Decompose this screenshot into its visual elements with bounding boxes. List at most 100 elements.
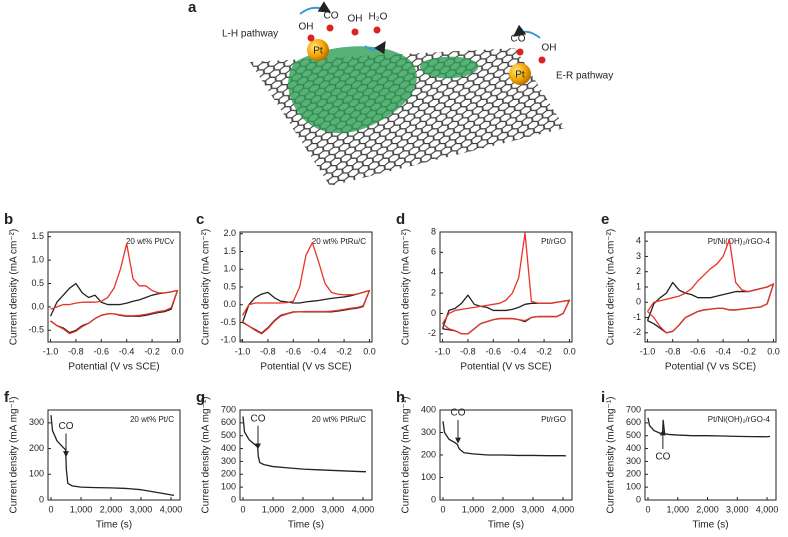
panel-label: i: [601, 389, 605, 406]
y-axis-label: Current density (mA cm⁻²): [9, 229, 20, 345]
x-tick-label: 4,000: [756, 504, 779, 514]
x-tick-label: -0.8: [260, 346, 276, 356]
y-tick-label: 100: [29, 469, 44, 479]
x-tick-label: 2,000: [100, 504, 123, 514]
series-line: [647, 417, 771, 438]
x-axis-label: Potential (V vs SCE): [665, 362, 756, 373]
y-tick-label: 300: [421, 427, 436, 437]
series-line: [242, 416, 366, 473]
y-tick-label: 2.0: [223, 228, 236, 238]
y-tick-label: -2: [428, 328, 436, 338]
y-tick-label: 1: [636, 281, 641, 291]
y-tick-label: 400: [421, 404, 436, 414]
y-tick-label: 400: [626, 443, 641, 453]
y-tick-label: 300: [29, 417, 44, 427]
y-tick-label: 2: [636, 266, 641, 276]
x-tick-label: -0.4: [511, 346, 527, 356]
pt-particle: [509, 63, 531, 85]
plot-frame: [644, 409, 777, 501]
y-tick-label: 2: [431, 287, 436, 297]
y-tick-label: 4: [431, 267, 436, 277]
x-tick-label: 4,000: [552, 504, 575, 514]
pt-label: Pt: [313, 46, 323, 57]
y-tick-label: 300: [221, 456, 236, 466]
x-tick-label: 1,000: [462, 504, 485, 514]
y-tick-label: 200: [626, 469, 641, 479]
y-tick-label: 400: [221, 443, 236, 453]
inset-label: Pt/rGO: [541, 237, 566, 246]
y-tick-label: 0.5: [31, 278, 44, 288]
pathway-label: L-H pathway: [222, 29, 278, 40]
ni-oh-region: [288, 46, 417, 134]
flow-arrow: [299, 1, 332, 15]
molecule-label: CO: [511, 34, 526, 45]
y-axis-label: Current density (mA cm⁻²): [606, 229, 617, 345]
y-tick-label: 100: [221, 482, 236, 492]
plot-frame: [239, 409, 373, 501]
x-tick-label: -0.8: [460, 346, 476, 356]
y-tick-label: 0.0: [223, 299, 236, 309]
y-tick-label: 0.5: [223, 281, 236, 291]
plot-frame: [644, 231, 777, 343]
x-tick-label: -0.2: [336, 346, 352, 356]
y-tick-label: 600: [221, 417, 236, 427]
x-tick-label: 4,000: [160, 504, 183, 514]
y-tick-label: 100: [421, 472, 436, 482]
x-tick-label: 0: [48, 504, 53, 514]
panel-label: f: [4, 389, 10, 406]
panel-label: h: [396, 389, 405, 406]
molecule-label: CO: [324, 11, 339, 22]
series-line: [241, 242, 371, 335]
x-axis-label: Potential (V vs SCE): [260, 362, 351, 373]
molecule-label: OH: [348, 14, 363, 25]
x-tick-label: 2,000: [492, 504, 515, 514]
x-tick-label: 1,000: [262, 504, 285, 514]
x-tick-label: -1.0: [235, 346, 251, 356]
y-tick-label: 6: [431, 247, 436, 257]
y-axis-label: Current density (mA mg⁻¹): [606, 397, 617, 514]
inset-label: Pt/Ni(OH)₂/rGO-4: [708, 237, 771, 246]
y-tick-label: 200: [221, 469, 236, 479]
molecule-label: OH: [299, 22, 314, 33]
y-tick-label: 0: [636, 297, 641, 307]
x-tick-label: -0.6: [690, 346, 706, 356]
annotation-text: CO: [451, 408, 466, 419]
series-line: [50, 415, 175, 497]
y-tick-label: 300: [626, 456, 641, 466]
x-tick-label: -0.6: [94, 346, 110, 356]
y-tick-label: 100: [626, 482, 641, 492]
inset-label: Pt/Ni(OH)₂/rGO-4: [708, 415, 771, 424]
panel-label: d: [396, 211, 405, 228]
y-tick-label: 1.0: [31, 254, 44, 264]
panel-label: a: [188, 0, 197, 16]
x-tick-label: 2,000: [696, 504, 719, 514]
x-tick-label: -1.0: [43, 346, 59, 356]
inset-label: Pt/rGO: [541, 415, 566, 424]
inset-label: 20 wt% Pt/C: [130, 415, 174, 424]
series-line: [50, 243, 179, 335]
inset-label: 20 wt% PtRu/C: [312, 415, 366, 424]
x-tick-label: 3,000: [726, 504, 749, 514]
x-tick-label: -1.0: [435, 346, 451, 356]
y-tick-label: 600: [626, 417, 641, 427]
panel-label: g: [196, 389, 205, 406]
x-tick-label: -0.8: [68, 346, 84, 356]
series-line: [442, 421, 567, 457]
y-tick-label: 500: [221, 430, 236, 440]
x-tick-label: 0.0: [363, 346, 376, 356]
x-axis-label: Potential (V vs SCE): [460, 362, 551, 373]
y-axis-label: Current density (mA cm⁻²): [201, 229, 212, 345]
plot-frame: [239, 231, 373, 343]
y-tick-label: 1.5: [31, 231, 44, 241]
x-axis-label: Potential (V vs SCE): [68, 362, 159, 373]
x-tick-label: 1,000: [666, 504, 689, 514]
series-line: [646, 238, 775, 334]
y-tick-label: 0: [231, 494, 236, 504]
y-tick-label: 3: [636, 251, 641, 261]
panel-label: b: [4, 211, 13, 228]
annotation-text: CO: [251, 413, 266, 424]
x-axis-label: Time (s): [96, 520, 132, 531]
x-axis-label: Time (s): [488, 520, 524, 531]
pathway-label: E-R pathway: [556, 71, 613, 82]
